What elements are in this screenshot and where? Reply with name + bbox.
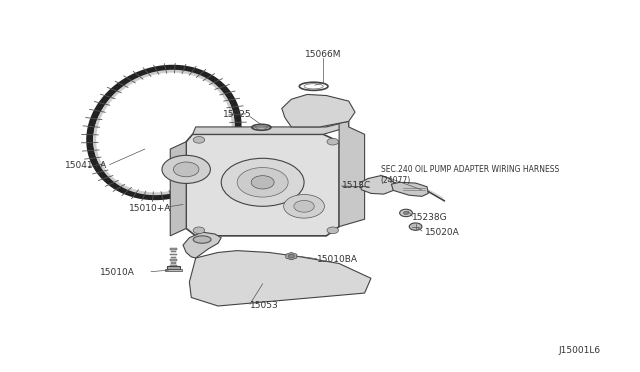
Polygon shape (170, 142, 186, 236)
Circle shape (399, 209, 412, 217)
Bar (171, 262, 176, 264)
Ellipse shape (193, 236, 211, 243)
Polygon shape (392, 182, 428, 196)
Polygon shape (282, 94, 355, 127)
Bar (170, 265, 177, 267)
Circle shape (288, 254, 294, 258)
Text: 15020A: 15020A (425, 228, 460, 237)
Text: 15066M: 15066M (305, 51, 341, 60)
Polygon shape (193, 121, 349, 134)
Polygon shape (339, 121, 365, 227)
Circle shape (173, 162, 199, 177)
Text: 15010A: 15010A (100, 268, 135, 277)
Circle shape (162, 155, 211, 183)
Text: 15025: 15025 (223, 109, 252, 119)
Text: 15053: 15053 (250, 301, 278, 311)
Text: 15238G: 15238G (412, 213, 448, 222)
Circle shape (251, 176, 274, 189)
Bar (170, 254, 177, 256)
Circle shape (237, 167, 288, 197)
Polygon shape (189, 251, 371, 306)
Circle shape (409, 223, 422, 230)
Polygon shape (183, 232, 221, 258)
Polygon shape (286, 253, 297, 260)
Circle shape (327, 227, 339, 234)
Bar (170, 248, 177, 250)
Bar (171, 251, 176, 253)
Text: 1513C: 1513C (342, 182, 372, 190)
Text: J15001L6: J15001L6 (559, 346, 601, 355)
Circle shape (284, 195, 324, 218)
Bar (167, 266, 180, 269)
Text: 15010BA: 15010BA (317, 255, 358, 264)
Bar (171, 257, 176, 259)
Circle shape (327, 138, 339, 145)
Circle shape (221, 158, 304, 206)
Bar (170, 260, 177, 261)
Polygon shape (360, 176, 395, 194)
Circle shape (294, 201, 314, 212)
Circle shape (193, 227, 205, 234)
Circle shape (403, 211, 408, 214)
Text: 15041+A: 15041+A (65, 161, 108, 170)
Text: 15010+A: 15010+A (129, 203, 172, 213)
Circle shape (193, 137, 205, 143)
Text: (24077): (24077) (381, 176, 411, 185)
Text: SEC.240 OIL PUMP ADAPTER WIRING HARNESS: SEC.240 OIL PUMP ADAPTER WIRING HARNESS (381, 165, 559, 174)
Polygon shape (186, 134, 339, 236)
Bar (165, 269, 182, 270)
